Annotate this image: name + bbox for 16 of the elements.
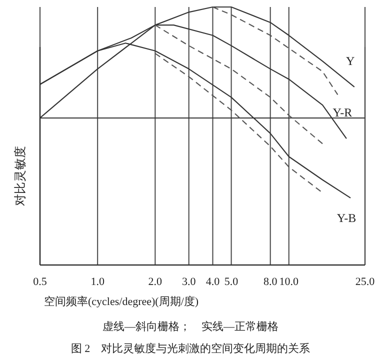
- x-tick-label: 10.0: [279, 276, 299, 288]
- text: 虚线—斜向栅格； 实线—正常栅格: [102, 320, 278, 333]
- x-axis-title: 空间频率(cycles/degree)(周期/度): [44, 295, 199, 308]
- series-label: Y-R: [332, 106, 352, 120]
- caption: 图 2 对比灵敏度与光刺激的空间变化周期的关系: [70, 342, 310, 355]
- x-tick-label: 8.0: [263, 276, 278, 288]
- x-tick-label: 4.0: [206, 276, 220, 288]
- x-tick-label: 25.0: [355, 276, 376, 288]
- x-tick-label: 2.0: [148, 276, 163, 288]
- x-tick-label: 5.0: [224, 276, 239, 288]
- x-tick-label: 3.0: [182, 276, 196, 288]
- series-label: Y: [346, 54, 356, 68]
- x-tick-label: 0.5: [33, 276, 48, 288]
- series-label: Y-B: [336, 210, 356, 225]
- x-tick-label: 1.0: [90, 276, 105, 288]
- y-axis-title: 对比灵敏度: [13, 146, 27, 206]
